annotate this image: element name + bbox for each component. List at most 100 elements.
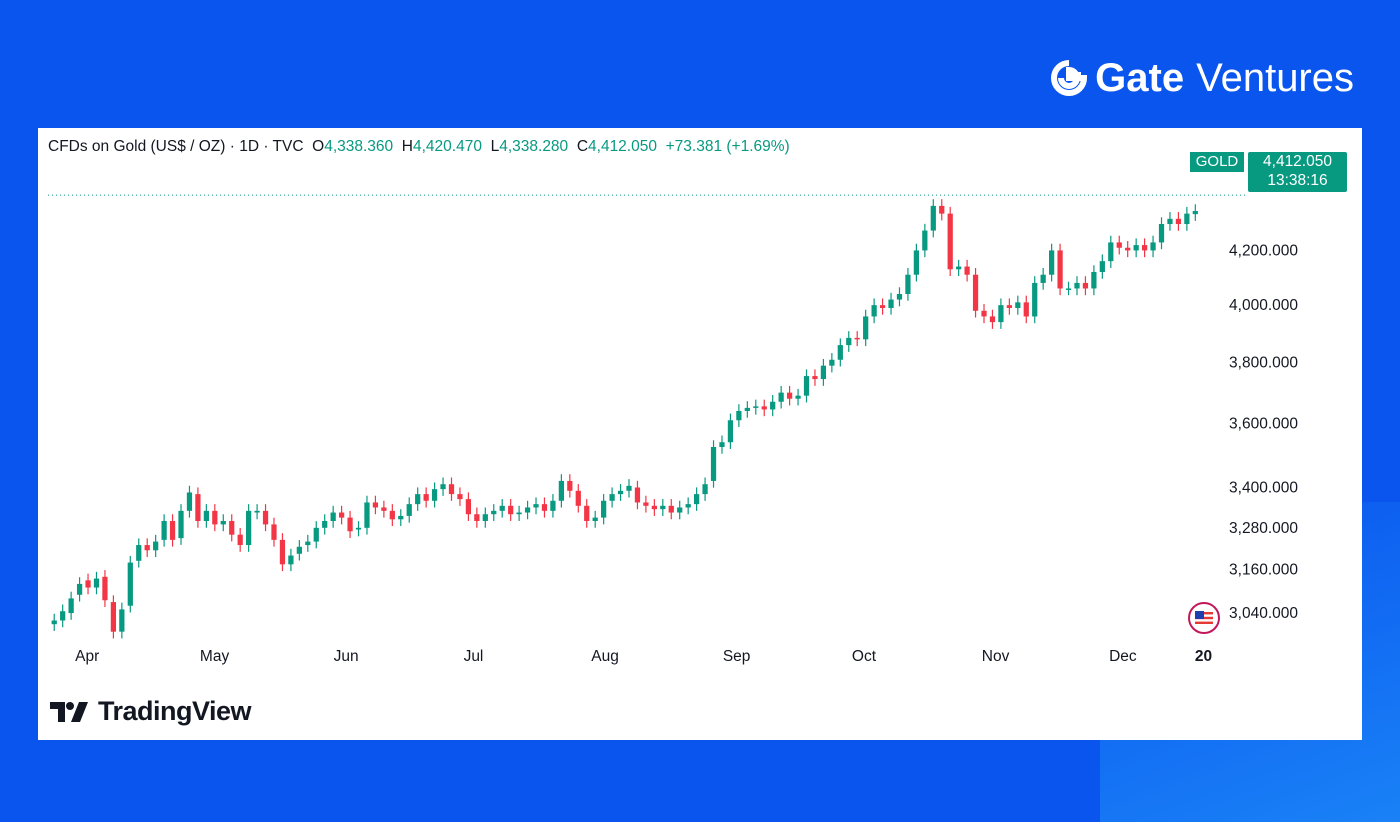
brand-suffix: Ventures bbox=[1196, 55, 1354, 100]
candle-body bbox=[1015, 302, 1021, 308]
candle-body bbox=[229, 521, 235, 535]
candle-body bbox=[1032, 282, 1038, 317]
candle-body bbox=[854, 337, 860, 340]
x-tick-label: 20 bbox=[1195, 648, 1212, 665]
candle-body bbox=[1074, 282, 1080, 289]
candle-body bbox=[186, 492, 193, 511]
candle-body bbox=[1150, 242, 1156, 251]
candle-body bbox=[634, 487, 641, 503]
candle-body bbox=[203, 510, 209, 521]
last-price: 4,412.050 bbox=[1263, 153, 1332, 170]
candle-body bbox=[550, 500, 556, 511]
candle-body bbox=[567, 480, 573, 491]
candle-body bbox=[541, 504, 548, 511]
candle-body bbox=[1158, 224, 1165, 243]
symbol-header: CFDs on Gold (US$ / OZ) · 1D · TVC O4,33… bbox=[48, 138, 790, 156]
candle-body bbox=[499, 505, 505, 511]
us-flag-icon[interactable] bbox=[1188, 602, 1220, 634]
candle-body bbox=[913, 250, 920, 275]
candle-body bbox=[305, 541, 311, 546]
x-tick-label: Oct bbox=[852, 648, 877, 665]
candle-body bbox=[389, 510, 395, 520]
candle-body bbox=[626, 485, 632, 491]
y-tick-label: 3,400.000 bbox=[1229, 480, 1298, 497]
brand-name: Gate bbox=[1095, 55, 1185, 100]
candle-body bbox=[381, 507, 387, 511]
chart-area[interactable]: 3,040.000 3,160.000 3,280.000 3,400.000 3,60… bbox=[48, 148, 1352, 676]
candle-body bbox=[1065, 288, 1072, 290]
candle-body bbox=[1175, 218, 1182, 225]
candle-body bbox=[153, 541, 159, 551]
candle-body bbox=[1133, 245, 1139, 251]
candle-body bbox=[262, 510, 269, 525]
close-label: C bbox=[576, 138, 589, 155]
candle-body bbox=[1108, 242, 1114, 262]
x-tick-label: Nov bbox=[982, 648, 1010, 665]
candle-body bbox=[930, 205, 936, 231]
candle-body bbox=[795, 395, 801, 399]
candlestick-chart[interactable]: 3,040.000 3,160.000 3,280.000 3,400.000 3,60… bbox=[48, 148, 1352, 676]
candle-body bbox=[710, 446, 717, 481]
low-label: L bbox=[490, 138, 500, 155]
candle-body bbox=[76, 583, 83, 595]
candle-body bbox=[1023, 302, 1029, 317]
candle-body bbox=[347, 517, 353, 532]
high-label: H bbox=[401, 138, 413, 155]
candle-body bbox=[643, 502, 649, 506]
candle-body bbox=[508, 505, 514, 515]
candle-body bbox=[888, 299, 894, 308]
candle-body bbox=[744, 407, 750, 411]
candle-body bbox=[119, 609, 125, 632]
candle-body bbox=[51, 620, 57, 625]
candle-body bbox=[516, 512, 522, 515]
candle-body bbox=[212, 510, 218, 525]
candle-body bbox=[364, 502, 370, 528]
candle-body bbox=[956, 266, 962, 270]
candle-body bbox=[406, 504, 412, 516]
candle-body bbox=[947, 213, 953, 270]
candle-body bbox=[584, 505, 590, 521]
symbol-label: CFDs on Gold (US$ / OZ) · 1D · TVC bbox=[48, 138, 304, 155]
candle-body bbox=[288, 555, 294, 565]
candle-body bbox=[330, 512, 336, 521]
candle-body bbox=[296, 546, 302, 554]
candle-body bbox=[246, 510, 252, 546]
y-tick-label: 3,040.000 bbox=[1229, 605, 1298, 622]
candle-body bbox=[964, 266, 970, 275]
x-tick-label: Aug bbox=[591, 648, 619, 665]
low-value: 4,338.280 bbox=[499, 138, 569, 155]
candle-body bbox=[778, 392, 784, 402]
x-tick-label: Apr bbox=[75, 648, 99, 665]
candle-body bbox=[871, 305, 877, 317]
candle-body bbox=[1192, 211, 1198, 215]
candle-body bbox=[736, 410, 742, 421]
candle-body bbox=[102, 576, 108, 601]
candle-body bbox=[812, 376, 818, 380]
candle-body bbox=[60, 611, 66, 621]
x-tick-label: Jul bbox=[464, 648, 484, 665]
candle-body bbox=[1006, 305, 1012, 308]
candle-body bbox=[161, 521, 167, 540]
candle-body bbox=[820, 365, 827, 380]
candle-body bbox=[144, 545, 150, 551]
candle-body bbox=[972, 274, 979, 311]
candle-body bbox=[719, 442, 725, 447]
candle-body bbox=[431, 489, 438, 501]
candle-body bbox=[68, 598, 74, 614]
candle-body bbox=[423, 494, 429, 501]
candle-body bbox=[677, 507, 683, 513]
tradingview-logo[interactable]: TradingView bbox=[50, 696, 252, 727]
candle-body bbox=[558, 480, 564, 501]
candle-body bbox=[770, 401, 776, 410]
candle-body bbox=[271, 524, 277, 540]
candle-body bbox=[338, 512, 345, 518]
candle-body bbox=[846, 337, 852, 346]
change-value: +73.381 (+1.69%) bbox=[665, 138, 790, 155]
candle-body bbox=[727, 420, 734, 443]
candle-body bbox=[482, 514, 488, 521]
candle-body bbox=[685, 504, 691, 508]
candle-body bbox=[169, 521, 176, 540]
candle-body bbox=[1040, 274, 1046, 283]
y-tick-label: 3,800.000 bbox=[1229, 355, 1298, 372]
candle-body bbox=[440, 484, 446, 490]
